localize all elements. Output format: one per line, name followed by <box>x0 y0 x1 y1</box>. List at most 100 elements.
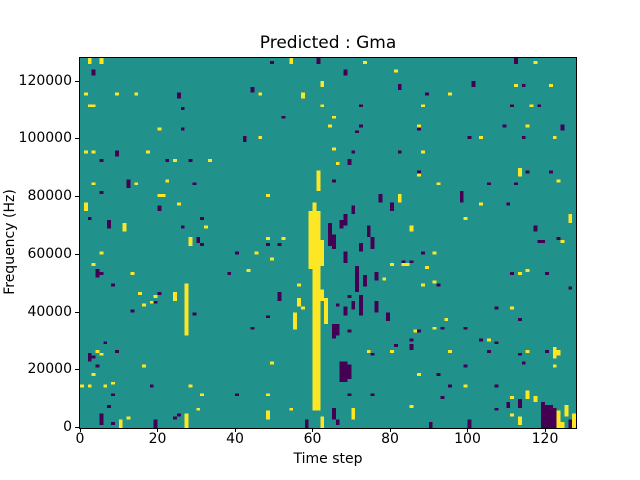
heatmap-cell <box>297 283 301 287</box>
heatmap-cell <box>207 159 212 163</box>
heatmap-cell <box>525 170 530 174</box>
heatmap-cell <box>568 286 573 290</box>
x-tick-label: 100 <box>454 431 481 447</box>
heatmap-cell <box>409 260 414 264</box>
heatmap-cell <box>99 58 104 64</box>
heatmap-cell <box>424 266 429 270</box>
heatmap-cell <box>517 167 522 177</box>
heatmap-cell <box>351 407 356 420</box>
heatmap-cell <box>145 150 150 154</box>
heatmap-cell <box>180 225 185 229</box>
heatmap-cell <box>269 257 274 261</box>
heatmap-cell <box>196 407 201 411</box>
heatmap-cell <box>157 292 162 296</box>
heatmap-cell <box>91 104 96 108</box>
heatmap-cell <box>173 159 177 163</box>
heatmap-cell <box>103 384 108 388</box>
heatmap-cell <box>165 159 170 163</box>
heatmap-cell <box>331 323 336 339</box>
heatmap-cell <box>149 384 154 388</box>
y-tick-label: 120000 <box>18 72 72 89</box>
heatmap-cell <box>351 150 356 154</box>
heatmap-cell <box>258 136 263 139</box>
heatmap-cell <box>421 251 425 255</box>
heatmap-cell <box>471 81 476 87</box>
heatmap-cell <box>432 251 437 255</box>
heatmap-cell <box>347 364 352 379</box>
heatmap-cell <box>188 159 193 163</box>
heatmap-cell <box>366 349 371 353</box>
heatmap-cell <box>479 136 483 139</box>
heatmap-cell <box>552 347 557 359</box>
y-tick-label: 0 <box>63 419 72 436</box>
heatmap-cell <box>502 124 507 128</box>
heatmap-cell <box>266 315 270 319</box>
heatmap-cell <box>266 393 270 397</box>
heatmap-cell <box>548 170 553 174</box>
heatmap-cell <box>196 237 201 243</box>
heatmap-cell <box>343 251 348 264</box>
heatmap-cell <box>390 349 394 353</box>
heatmap-cell <box>95 349 100 353</box>
heatmap-cell <box>521 361 526 365</box>
heatmap-cell <box>343 69 348 76</box>
x-tick-label: 0 <box>75 431 85 447</box>
heatmap-cell <box>568 214 573 223</box>
heatmap-cell <box>506 401 511 408</box>
heatmap-cell <box>448 92 452 96</box>
heatmap-cell <box>320 416 325 428</box>
heatmap-cell <box>335 323 340 336</box>
heatmap-cell <box>537 104 542 108</box>
heatmap-cell <box>200 243 204 246</box>
heatmap-cell <box>83 92 88 96</box>
heatmap-cell <box>331 179 336 183</box>
y-tick-label: 40000 <box>27 303 72 320</box>
heatmap-cell <box>331 147 336 151</box>
heatmap-cell <box>192 182 197 186</box>
heatmap-cell <box>281 237 286 241</box>
heatmap-cell <box>525 390 530 400</box>
heatmap-cell <box>405 263 410 267</box>
heatmap-cell <box>556 410 561 428</box>
x-tick-mark <box>389 428 391 432</box>
x-tick-mark <box>157 428 158 432</box>
heatmap-cell <box>521 136 526 139</box>
heatmap-cell <box>328 222 332 246</box>
heatmap-cell <box>417 373 421 376</box>
heatmap-cell <box>188 243 193 246</box>
heatmap-cell <box>130 271 135 275</box>
heatmap-cell <box>533 396 538 402</box>
heatmap-cell <box>393 69 398 73</box>
heatmap-cell <box>556 179 561 183</box>
heatmap-cell <box>200 216 204 220</box>
heatmap-cell <box>486 349 491 353</box>
heatmap-cell <box>269 361 274 365</box>
heatmap-cell <box>409 338 414 342</box>
heatmap-cell <box>281 115 286 119</box>
heatmap-cell <box>386 312 390 322</box>
heatmap-cell <box>328 124 332 128</box>
heatmap-cell <box>541 401 545 405</box>
heatmap-cell <box>351 300 356 310</box>
y-tick-label: 100000 <box>18 130 72 147</box>
heatmap-cell <box>436 182 441 186</box>
heatmap-cell <box>347 295 352 298</box>
heatmap-cell <box>111 422 115 426</box>
x-axis-label: Time step <box>293 451 363 467</box>
heatmap-cell <box>343 214 348 226</box>
heatmap-cell <box>316 170 321 191</box>
heatmap-cell <box>176 92 181 99</box>
heatmap-cell <box>397 193 402 203</box>
heatmap-cell <box>91 263 96 267</box>
plot-area <box>79 57 577 429</box>
heatmap-cell <box>537 240 542 243</box>
heatmap-cell <box>510 413 514 417</box>
y-tick-mark <box>75 80 79 82</box>
heatmap-cell <box>91 355 96 359</box>
heatmap-cell <box>560 422 565 428</box>
heatmap-cell <box>533 60 538 64</box>
heatmap-cell <box>521 84 526 87</box>
heatmap-cell <box>300 92 305 99</box>
heatmap-cell <box>347 159 352 165</box>
